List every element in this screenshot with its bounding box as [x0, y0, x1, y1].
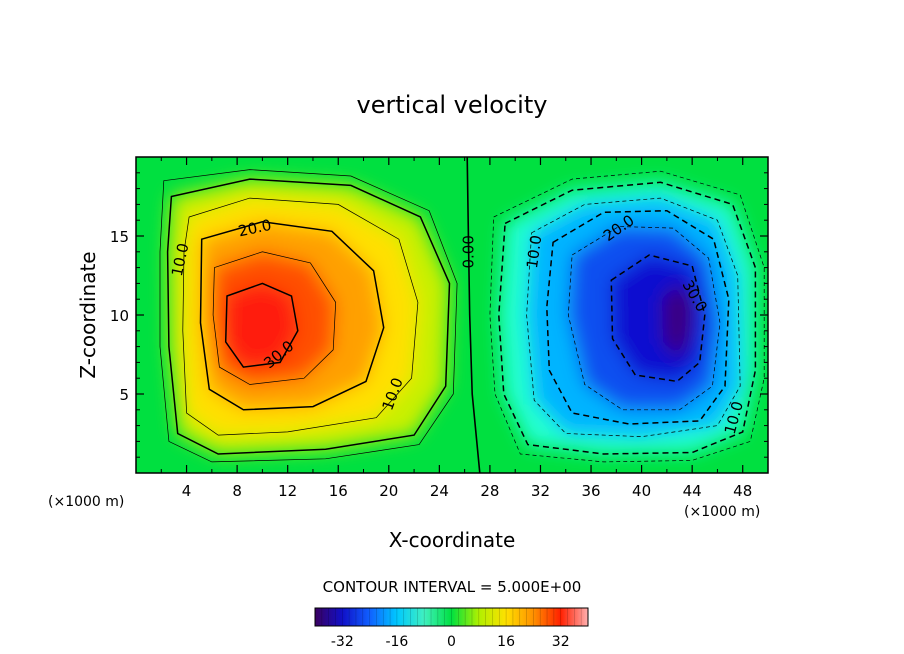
- contour-interval-text: CONTOUR INTERVAL = 5.000E+00: [323, 578, 582, 596]
- colorbar-tick-label: -32: [331, 634, 354, 650]
- x-tick-label: 20: [379, 482, 398, 500]
- x-axis-label: X-coordinate: [389, 528, 516, 552]
- colorbar-tick-label: 0: [447, 634, 456, 650]
- x-axis-ticks: 4 8 12 16 20 24 28 32 36 40 44 48: [160, 157, 752, 500]
- x-tick-label: 32: [531, 482, 550, 500]
- contour-label-text: 10.0: [523, 234, 545, 270]
- x-tick-label: 40: [632, 482, 651, 500]
- contour-pos-5: [159, 169, 458, 463]
- x-tick-label: 24: [430, 482, 449, 500]
- contour-lines: [159, 157, 765, 473]
- colorbar: [314, 607, 589, 627]
- x-tick-label: 12: [278, 482, 297, 500]
- colorbar-tick-label: 16: [497, 634, 515, 650]
- contour-pos-15: [182, 197, 419, 436]
- y-axis-label: Z-coordinate: [76, 251, 100, 378]
- x-tick-label: 28: [480, 482, 499, 500]
- contour-neg-15: [526, 197, 741, 438]
- colorbar-ticks: -32 -16 0 16 32: [321, 608, 582, 650]
- colorbar-tick-label: 32: [552, 634, 570, 650]
- x-unit-left: (×1000 m): [48, 494, 124, 510]
- y-axis-ticks: 5 10 15: [110, 172, 768, 458]
- contour-neg-5: [489, 170, 765, 463]
- contour-neg-20: [546, 209, 730, 425]
- y-tick-label: 5: [119, 386, 129, 404]
- pos-fill-34: [225, 283, 298, 368]
- contour-pos-10: [166, 178, 451, 455]
- contour-pos-30: [224, 282, 299, 368]
- x-tick-label: 16: [329, 482, 348, 500]
- x-tick-label: 36: [581, 482, 600, 500]
- chart-title: vertical velocity: [357, 91, 548, 119]
- contour-pos-25: [212, 251, 337, 385]
- contour-label-5: 0.00: [459, 235, 477, 268]
- x-tick-label: 48: [733, 482, 752, 500]
- plot-area: 10.020.030.010.00.00 10.020.030.010.0: [136, 157, 768, 473]
- contour-neg-30: [610, 254, 706, 383]
- x-unit-right: (×1000 m): [684, 504, 760, 520]
- contour-label-text: 0.00: [459, 235, 477, 268]
- colorbar-tick-label: -16: [385, 634, 408, 650]
- x-tick-label: 4: [182, 482, 192, 500]
- x-tick-label: 8: [232, 482, 242, 500]
- contour-zero: [466, 157, 481, 473]
- contour-neg-25: [567, 226, 721, 411]
- y-tick-label: 15: [110, 228, 129, 246]
- x-tick-label: 44: [683, 482, 702, 500]
- neg-fill-35: [661, 283, 694, 360]
- contour-label-6: 10.0: [523, 234, 545, 270]
- contour-pos-20: [199, 221, 385, 411]
- contour-neg-10: [498, 181, 757, 455]
- y-tick-label: 10: [110, 307, 129, 325]
